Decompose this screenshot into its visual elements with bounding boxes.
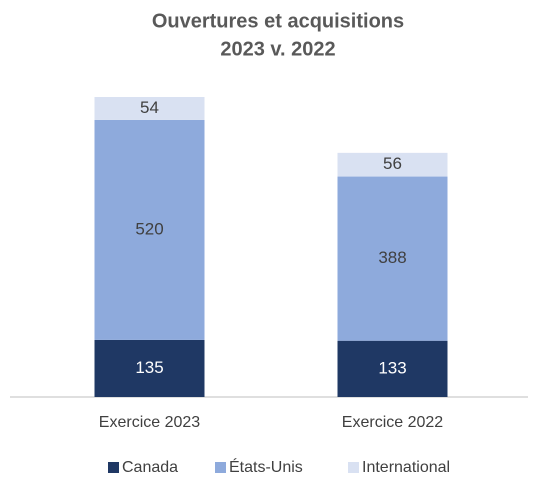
data-label: 135 <box>135 358 163 377</box>
bar-segment <box>94 339 205 397</box>
bar-segment <box>94 97 205 120</box>
bar-segment <box>337 152 448 177</box>
x-tick-label: Exercice 2023 <box>99 414 200 431</box>
x-tick-label: Exercice 2022 <box>342 414 443 431</box>
legend-label: États-Unis <box>229 457 303 476</box>
chart-subtitle: 2023 v. 2022 <box>220 38 335 60</box>
legend-swatch <box>108 462 119 473</box>
data-label: 388 <box>378 248 406 267</box>
data-label: 520 <box>135 219 163 238</box>
legend-swatch <box>215 462 226 473</box>
data-label: 56 <box>383 154 402 173</box>
bar-segment <box>94 119 205 340</box>
data-label: 54 <box>140 98 159 117</box>
legend-label: Canada <box>122 459 178 476</box>
bar-segment <box>337 176 448 341</box>
legend-label: International <box>362 459 450 476</box>
data-label: 133 <box>378 358 406 377</box>
bar-segment <box>337 340 448 397</box>
legend-swatch <box>348 462 359 473</box>
chart-title: Ouvertures et acquisitions <box>152 10 404 32</box>
